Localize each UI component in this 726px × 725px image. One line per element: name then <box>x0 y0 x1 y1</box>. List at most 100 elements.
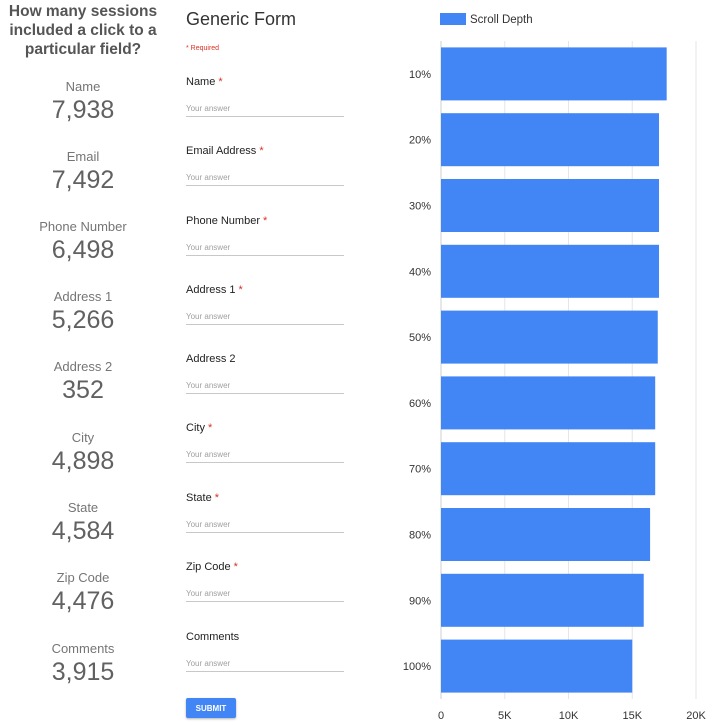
stat-value: 5,266 <box>51 306 115 334</box>
category-label: 90% <box>409 595 431 607</box>
stat-label: Comments <box>51 641 115 656</box>
field-label: Email Address <box>186 145 257 157</box>
required-asterisk: * <box>207 422 213 434</box>
field-label: Name <box>186 76 216 88</box>
category-label: 30% <box>409 201 431 213</box>
stats-title: How many sessions included a click to a … <box>8 3 158 58</box>
required-asterisk: * <box>259 145 264 157</box>
category-label: 80% <box>409 530 431 542</box>
field-label-wrap: Phone Number * <box>186 214 344 228</box>
stat-label: Phone Number <box>39 219 127 234</box>
category-label: 40% <box>409 266 431 278</box>
form-field: City * <box>186 421 344 463</box>
field-label: Zip Code <box>186 561 231 573</box>
stat-value: 7,492 <box>51 166 115 194</box>
form-field: Zip Code * <box>186 560 344 602</box>
field-input[interactable] <box>186 102 344 117</box>
category-label: 70% <box>409 464 431 476</box>
form-field: Email Address * <box>186 144 344 186</box>
field-label-wrap: Zip Code * <box>186 560 344 574</box>
x-tick-label: 10K <box>559 710 579 722</box>
form-field: Comments <box>186 630 344 672</box>
stat-item: Phone Number 6,498 <box>0 219 166 264</box>
field-label-wrap: Address 2 <box>186 352 344 366</box>
field-input[interactable] <box>186 379 344 394</box>
bar <box>441 508 651 561</box>
stat-item: Comments 3,915 <box>0 641 166 686</box>
stat-value: 352 <box>62 376 104 404</box>
stat-value: 3,915 <box>51 658 115 686</box>
stat-item: State 4,584 <box>0 500 166 545</box>
required-asterisk: * <box>233 561 238 573</box>
required-asterisk: * <box>238 284 243 296</box>
bar <box>441 47 667 101</box>
stat-item: Email 7,492 <box>0 149 166 194</box>
submit-button[interactable]: SUBMIT <box>186 698 236 718</box>
bar <box>441 244 660 298</box>
stat-value: 4,898 <box>51 447 115 475</box>
x-tick-label: 15K <box>622 710 642 722</box>
required-asterisk: * <box>263 215 268 227</box>
stat-value: 4,584 <box>51 517 115 545</box>
category-label: 20% <box>409 135 431 147</box>
stat-label: Zip Code <box>56 570 110 585</box>
field-label: Comments <box>186 631 240 643</box>
bar <box>441 573 644 627</box>
legend-label: Scroll Depth <box>470 14 533 26</box>
required-asterisk: * <box>218 76 223 88</box>
stat-label: State <box>67 500 99 515</box>
x-tick-label: 5K <box>498 710 512 722</box>
stat-item: Address 1 5,266 <box>0 289 166 334</box>
stat-value: 7,938 <box>51 96 115 124</box>
scroll-depth-chart: 10% 20% 30% 40% 50% 60% 70% 80% 90% 100% 0 5K 10K 15K… <box>403 13 706 722</box>
form-field: State * <box>186 491 344 533</box>
field-input[interactable] <box>186 241 344 256</box>
form-field: Phone Number * <box>186 214 344 256</box>
category-label: 10% <box>409 69 431 81</box>
field-input[interactable] <box>186 310 344 325</box>
bar <box>441 179 660 232</box>
field-label: State <box>186 492 212 504</box>
field-label-wrap: Comments <box>186 630 344 644</box>
field-label-wrap: Address 1 * <box>186 283 344 297</box>
field-input[interactable] <box>186 657 344 672</box>
x-tick-label: 20K <box>686 710 706 722</box>
required-note: * Required <box>186 45 220 52</box>
form-field: Name * <box>186 75 344 117</box>
field-input[interactable] <box>186 518 344 533</box>
bar <box>441 442 656 496</box>
field-label: Address 2 <box>186 353 236 365</box>
x-tick-label: 0 <box>438 710 444 722</box>
form-field: Address 1 * <box>186 283 344 325</box>
stat-item: Name 7,938 <box>0 79 166 124</box>
form-title: Generic Form <box>186 9 297 29</box>
field-input[interactable] <box>186 448 344 463</box>
category-label: 60% <box>409 398 431 410</box>
field-input[interactable] <box>186 587 344 602</box>
bar <box>441 639 633 693</box>
bar <box>441 310 658 364</box>
stat-label: Address 1 <box>53 289 113 304</box>
field-label-wrap: Email Address * <box>186 144 344 158</box>
stat-label: Name <box>65 79 101 94</box>
legend-swatch <box>440 13 466 25</box>
stat-label: Email <box>66 149 100 164</box>
field-label: City <box>186 422 205 434</box>
field-label-wrap: City * <box>186 421 344 435</box>
category-label: 100% <box>403 661 431 673</box>
stat-item: City 4,898 <box>0 430 166 475</box>
stat-item: Address 2 352 <box>0 359 166 404</box>
required-asterisk: * <box>214 492 219 504</box>
stat-value: 4,476 <box>51 587 115 615</box>
category-label: 50% <box>409 332 431 344</box>
stat-label: Address 2 <box>53 359 113 374</box>
field-input[interactable] <box>186 171 344 186</box>
stat-item: Zip Code 4,476 <box>0 570 166 615</box>
field-label-wrap: Name * <box>186 75 344 89</box>
field-label: Phone Number <box>186 215 260 227</box>
stat-label: City <box>71 430 95 445</box>
bar <box>441 113 660 167</box>
field-label: Address 1 <box>186 284 236 296</box>
bar <box>441 376 656 430</box>
field-label-wrap: State * <box>186 491 344 505</box>
